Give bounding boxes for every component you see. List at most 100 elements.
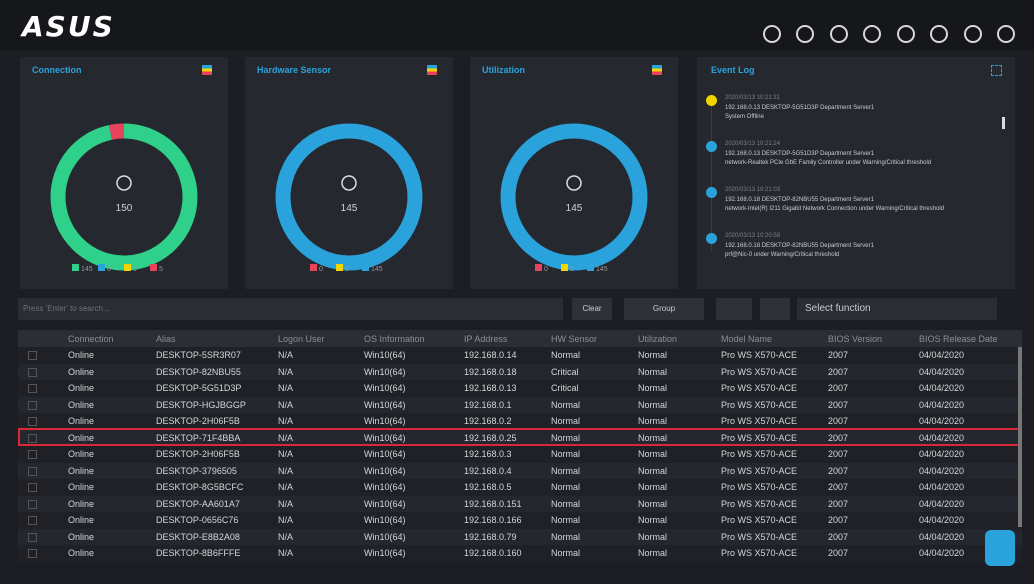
table-row[interactable] — [18, 396, 1022, 413]
table-cell: 2007 — [828, 416, 849, 426]
table-header — [18, 330, 1022, 347]
table-cell: Online — [68, 548, 95, 558]
up-button[interactable] — [760, 298, 790, 320]
row-checkbox[interactable] — [28, 499, 37, 509]
icon[interactable] — [796, 25, 814, 43]
donut-segment — [50, 123, 198, 271]
icon[interactable] — [930, 25, 948, 43]
icon[interactable] — [863, 25, 881, 43]
row-checkbox[interactable] — [28, 417, 37, 426]
table-cell: Normal — [551, 548, 581, 558]
row-checkbox[interactable] — [28, 532, 37, 542]
table-cell: Pro WS X570-ACE — [721, 482, 798, 492]
scrollbar — [1002, 117, 1005, 129]
column-header[interactable]: BIOS Release Date — [919, 334, 998, 344]
row-checkbox[interactable] — [28, 367, 37, 377]
table-cell: Online — [68, 432, 95, 443]
column-header[interactable]: BIOS Version — [828, 334, 883, 344]
column-header[interactable]: OS Information — [364, 334, 425, 344]
row-checkbox[interactable] — [28, 450, 37, 459]
legend-swatch — [587, 264, 594, 271]
event-time: 2020/03/13 10:21:03 — [725, 187, 781, 193]
table-cell: Pro WS X570-ACE — [721, 498, 798, 509]
table-cell: Online — [68, 449, 95, 459]
table-cell: DESKTOP-E8B2A08 — [156, 531, 240, 542]
table-cell: 2007 — [828, 531, 849, 542]
table-row[interactable] — [18, 545, 1022, 562]
table-cell: Normal — [638, 399, 668, 410]
icon[interactable] — [964, 25, 982, 43]
event-time: 2020/03/13 10:21:31 — [725, 95, 781, 101]
row-checkbox[interactable] — [28, 400, 37, 410]
table-row[interactable] — [18, 347, 1022, 364]
table-row[interactable] — [18, 380, 1022, 397]
icon[interactable] — [897, 25, 915, 43]
table-cell: 04/04/2020 — [919, 465, 965, 476]
table-cell: 2007 — [828, 366, 849, 377]
table-row[interactable] — [18, 512, 1022, 529]
table-cell: 2007 — [828, 350, 849, 360]
column-header[interactable]: Logon User — [278, 334, 325, 344]
column-header[interactable]: IP Address — [464, 334, 508, 344]
table-cell: 2007 — [828, 432, 849, 443]
icon[interactable] — [830, 25, 848, 43]
legend-icon[interactable] — [652, 65, 662, 75]
table-cell: Win10(64) — [364, 548, 406, 558]
row-checkbox[interactable] — [28, 483, 37, 492]
row-checkbox[interactable] — [28, 384, 37, 393]
select-function[interactable]: Select function — [797, 298, 997, 320]
table-cell: Online — [68, 482, 95, 492]
table-row[interactable] — [18, 479, 1022, 496]
clear-button[interactable]: Clear — [572, 298, 612, 320]
table-cell: Online — [68, 465, 95, 476]
table-row[interactable] — [18, 413, 1022, 430]
row-checkbox[interactable] — [28, 351, 37, 360]
table-row[interactable] — [18, 495, 1022, 512]
selected-row-outline — [18, 427, 1022, 446]
table-row[interactable] — [18, 363, 1022, 380]
column-header[interactable]: Alias — [156, 334, 176, 344]
legend-value: 0 — [570, 266, 574, 273]
table-cell: N/A — [278, 498, 294, 509]
table-cell: 192.168.0.25 — [464, 432, 517, 443]
table-cell: DESKTOP-2H06F5B — [156, 416, 240, 426]
legend-icon[interactable] — [427, 65, 437, 75]
table-cell: Online — [68, 416, 95, 426]
group-button[interactable]: Group — [624, 298, 704, 320]
table-cell: 2007 — [828, 449, 849, 459]
column-header[interactable]: Utilization — [638, 334, 678, 344]
table-cell: Win10(64) — [364, 449, 406, 459]
column-header[interactable]: Model Name — [721, 334, 773, 344]
table-cell: Normal — [638, 366, 668, 377]
row-checkbox[interactable] — [28, 516, 37, 525]
table-cell: N/A — [278, 383, 294, 393]
notification-button[interactable] — [985, 530, 1015, 566]
table-cell: Win10(64) — [364, 416, 406, 426]
icon[interactable] — [997, 25, 1015, 43]
legend-value: 145 — [371, 266, 383, 273]
table-row[interactable] — [18, 528, 1022, 545]
donut-segment — [500, 123, 648, 271]
event-log-panel: Event Log 2020/03/13 10:21:31 192.168.0.13… — [697, 57, 1015, 289]
table-row[interactable] — [18, 462, 1022, 479]
table-cell: Win10(64) — [364, 531, 406, 542]
table-row[interactable] — [18, 446, 1022, 463]
table-cell: Online — [68, 515, 95, 525]
column-header[interactable]: HW Sensor — [551, 334, 598, 344]
search-input[interactable]: Press 'Enter' to search... — [18, 298, 563, 320]
table-cell: Pro WS X570-ACE — [721, 366, 798, 377]
row-checkbox[interactable] — [28, 433, 37, 443]
table-cell: Win10(64) — [364, 366, 406, 377]
close-button[interactable] — [716, 298, 752, 320]
table-cell: 2007 — [828, 465, 849, 476]
table-row[interactable] — [18, 429, 1022, 446]
icon[interactable] — [763, 25, 781, 43]
table-cell: DESKTOP-71F4BBA — [156, 432, 241, 443]
row-checkbox[interactable] — [28, 466, 37, 476]
column-header[interactable]: Connection — [68, 334, 114, 344]
expand-icon[interactable] — [991, 65, 1002, 76]
legend-icon[interactable] — [202, 65, 212, 75]
center-icon — [566, 175, 582, 191]
row-checkbox[interactable] — [28, 549, 37, 558]
event-dot — [706, 141, 717, 152]
